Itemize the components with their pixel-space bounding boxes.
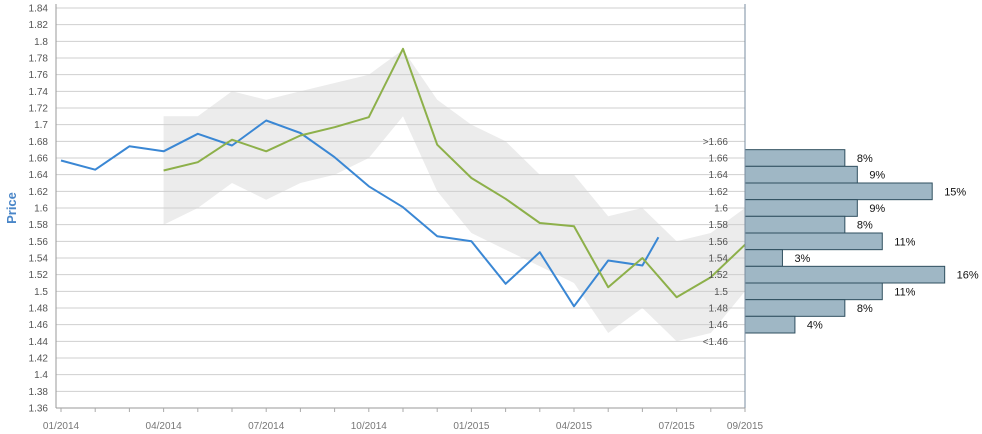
histogram-bar [744,299,846,317]
histogram-bar [744,282,883,301]
histogram-percent-label: 9% [869,203,885,215]
y-tick-label: 1.62 [29,187,49,198]
y-tick-label: 1.38 [29,387,49,398]
histogram-bin-label: 1.46 [709,320,729,331]
y-tick-label: 1.78 [29,54,49,65]
histogram-bin-label: 1.6 [714,204,728,215]
histogram-percent-label: 16% [957,270,979,282]
y-tick-label: 1.68 [29,137,49,148]
y-tick-label: 1.66 [29,154,49,165]
forecast-range-band [163,49,746,342]
x-tick-label: 10/2014 [351,421,388,432]
histogram-percent-label: 15% [944,186,966,198]
x-tick-label: 04/2014 [146,421,183,432]
x-tick-label: 07/2015 [659,421,696,432]
y-tick-label: 1.56 [29,237,49,248]
histogram-percent-label: 8% [857,220,873,232]
y-tick-label: 1.8 [34,37,48,48]
histogram-percent-label: 8% [857,303,873,315]
histogram-percent-label: 3% [794,253,810,265]
histogram-bin-label: >1.66 [703,137,729,148]
y-tick-label: 1.4 [34,370,48,381]
y-tick-label: 1.7 [34,120,48,131]
x-tick-label: 01/2014 [43,421,80,432]
histogram-bin-label: 1.48 [709,304,729,315]
histogram-bar [744,249,783,267]
histogram-percent-label: 4% [807,320,823,332]
histogram-bar [744,315,796,334]
y-tick-label: 1.74 [29,87,49,98]
histogram-percent-label: 11% [894,286,915,298]
histogram-bin-label: 1.5 [714,287,728,298]
y-tick-label: 1.54 [29,254,49,265]
forecast-band-layer [163,49,746,342]
histogram-bin-label: 1.64 [709,170,729,181]
histogram-bar [744,265,946,284]
histogram-bin-label: 1.58 [709,220,729,231]
axis-layer: 1.84 1.82 1.8 1.78 1.76 1.74 1.72 1.7 1.68 1.66 1.… [29,4,764,433]
y-tick-label: 1.52 [29,270,49,281]
x-tick-label: 04/2015 [556,421,593,432]
histogram-bin-label: 1.62 [709,187,729,198]
histogram-percent-label: 11% [894,236,915,248]
y-axis-label: Price [4,192,19,224]
y-tick-label: 1.82 [29,20,49,31]
y-tick-label: 1.58 [29,220,49,231]
histogram-bar [744,165,858,184]
blue-series-line [60,119,660,308]
y-tick-label: 1.44 [29,337,49,348]
histogram-bin-label: 1.66 [709,154,729,165]
series-layer [60,47,779,308]
histogram-bin-label: 1.54 [709,254,729,265]
x-tick-label: 01/2015 [453,421,490,432]
y-tick-label: 1.72 [29,104,49,115]
histogram-bar [744,232,883,251]
y-tick-label: 1.5 [34,287,48,298]
histogram-percent-label: 8% [857,153,873,165]
x-tick-label: 09/2015 [727,421,764,432]
histogram-bin-label: 1.56 [709,237,729,248]
histogram-bar [744,182,933,201]
y-tick-label: 1.48 [29,304,49,315]
histogram-bar [744,199,858,217]
histogram-percent-label: 9% [869,170,885,182]
y-tick-label: 1.76 [29,70,49,81]
histogram-bin-label: <1.46 [703,337,729,348]
y-tick-label: 1.6 [34,204,48,215]
y-tick-label: 1.46 [29,320,49,331]
histogram-bar [744,149,846,167]
green-series-line [163,47,779,299]
histogram-bar [744,215,846,234]
y-tick-label: 1.36 [29,404,49,415]
y-tick-label: 1.84 [29,4,49,15]
y-tick-label: 1.42 [29,354,49,365]
histogram-bin-label: 1.52 [709,270,729,281]
y-tick-label: 1.64 [29,170,49,181]
x-tick-label: 07/2014 [248,421,285,432]
